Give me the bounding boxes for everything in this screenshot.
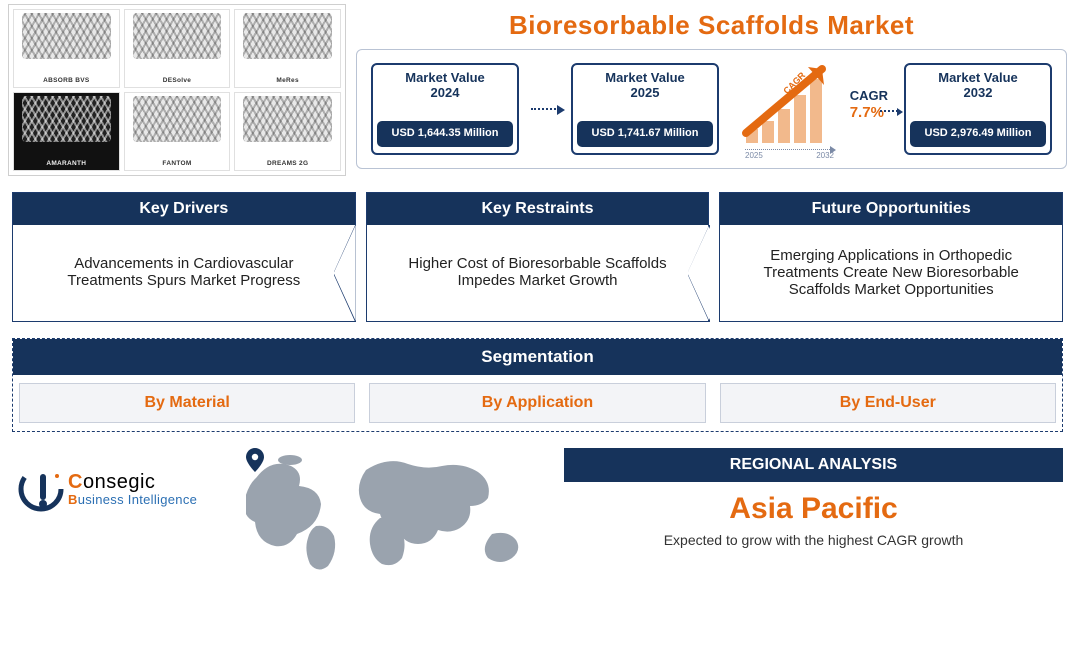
scaffold-thumb [243,96,332,142]
vc-label-text: Market Value [938,70,1018,85]
product-cell: FANTOM [124,92,231,171]
world-map [246,448,546,578]
connector-dots [880,110,898,112]
vc-year: 2024 [431,85,460,100]
dro-body: Higher Cost of Bioresorbable Scaffolds I… [367,225,709,319]
product-label: AMARANTH [46,160,86,167]
brand-mark-icon [18,466,64,512]
value-card-2025: Market Value 2025 USD 1,741.67 Million [571,63,719,155]
market-panel: Bioresorbable Scaffolds Market Market Va… [356,4,1067,176]
product-label: DREAMS 2G [267,160,308,167]
value-card-2032: Market Value 2032 USD 2,976.49 Million [904,63,1052,155]
product-cell: MeRes [234,9,341,88]
segmentation-cells: By Material By Application By End-User [19,383,1056,423]
regional-header: REGIONAL ANALYSIS [564,448,1063,482]
scaffold-thumb [22,13,111,59]
dro-header: Future Opportunities [720,193,1062,225]
brand-line1: Consegic [68,472,197,493]
dro-card-drivers: Key Drivers Advancements in Cardiovascul… [12,192,356,322]
product-label: ABSORB BVS [43,77,89,84]
product-cell: ABSORB BVS [13,9,120,88]
segmentation-wrap: Segmentation By Material By Application … [12,338,1063,432]
dro-row: Key Drivers Advancements in Cardiovascul… [0,176,1075,322]
product-label: MeRes [276,77,298,84]
regional-block: REGIONAL ANALYSIS Asia Pacific Expected … [564,448,1063,548]
value-card-value: USD 2,976.49 Million [910,121,1046,147]
product-cell: DESolve [124,9,231,88]
cagr-title: CAGR [850,88,888,104]
top-row: ABSORB BVS DESolve MeRes AMARANTH FANTOM… [0,0,1075,176]
cagr-years: 2025 2032 [745,151,834,160]
scaffold-thumb [133,13,222,59]
value-card-label: Market Value 2024 [405,71,485,101]
segmentation-header: Segmentation [13,339,1062,375]
value-card-2024: Market Value 2024 USD 1,644.35 Million [371,63,519,155]
connector-dots [531,108,559,110]
product-cell: AMARANTH [13,92,120,171]
seg-cell: By Material [19,383,355,423]
value-card-label: Market Value 2032 [938,71,1018,101]
product-label: FANTOM [162,160,191,167]
cagr-block: CAGR CAGR 7.7% 2025 2032 [731,60,892,158]
brand-rest: onsegic [83,471,155,493]
value-strip: Market Value 2024 USD 1,644.35 Million M… [356,49,1067,169]
product-label: DESolve [163,77,191,84]
scaffold-thumb [133,96,222,142]
page-title: Bioresorbable Scaffolds Market [356,4,1067,49]
vc-year: 2032 [964,85,993,100]
value-card-label: Market Value 2025 [605,71,685,101]
brand-accent: C [68,471,83,493]
dro-card-opportunities: Future Opportunities Emerging Applicatio… [719,192,1063,322]
cagr-baseline [745,149,830,150]
brand-accent: B [68,492,78,507]
cagr-from: 2025 [745,151,763,160]
regional-note: Expected to grow with the highest CAGR g… [664,532,964,548]
brand-logo: Consegic Business Intelligence [18,466,228,512]
product-cell: DREAMS 2G [234,92,341,171]
vc-year: 2025 [631,85,660,100]
scaffold-thumb [22,96,111,142]
cagr-value: 7.7% [850,104,888,122]
value-card-value: USD 1,741.67 Million [577,121,713,147]
cagr-to: 2032 [816,151,834,160]
dro-header: Key Drivers [13,193,355,225]
product-gallery: ABSORB BVS DESolve MeRes AMARANTH FANTOM… [8,4,346,176]
dro-body: Emerging Applications in Orthopedic Trea… [720,225,1062,319]
world-map-icon [246,448,546,578]
value-card-value: USD 1,644.35 Million [377,121,513,147]
dro-card-restraints: Key Restraints Higher Cost of Bioresorba… [366,192,710,322]
scaffold-thumb [243,13,332,59]
seg-cell: By Application [369,383,705,423]
seg-cell: By End-User [720,383,1056,423]
dro-header: Key Restraints [367,193,709,225]
footer-row: Consegic Business Intelligence REGIONAL … [0,432,1075,578]
vc-label-text: Market Value [405,70,485,85]
brand-rest: usiness Intelligence [78,492,197,507]
brand-line2: Business Intelligence [68,493,197,507]
dro-body: Advancements in Cardiovascular Treatment… [13,225,355,319]
vc-label-text: Market Value [605,70,685,85]
cagr-text: CAGR 7.7% [850,88,888,122]
regional-region: Asia Pacific [729,492,897,526]
map-pin-icon [246,448,264,472]
